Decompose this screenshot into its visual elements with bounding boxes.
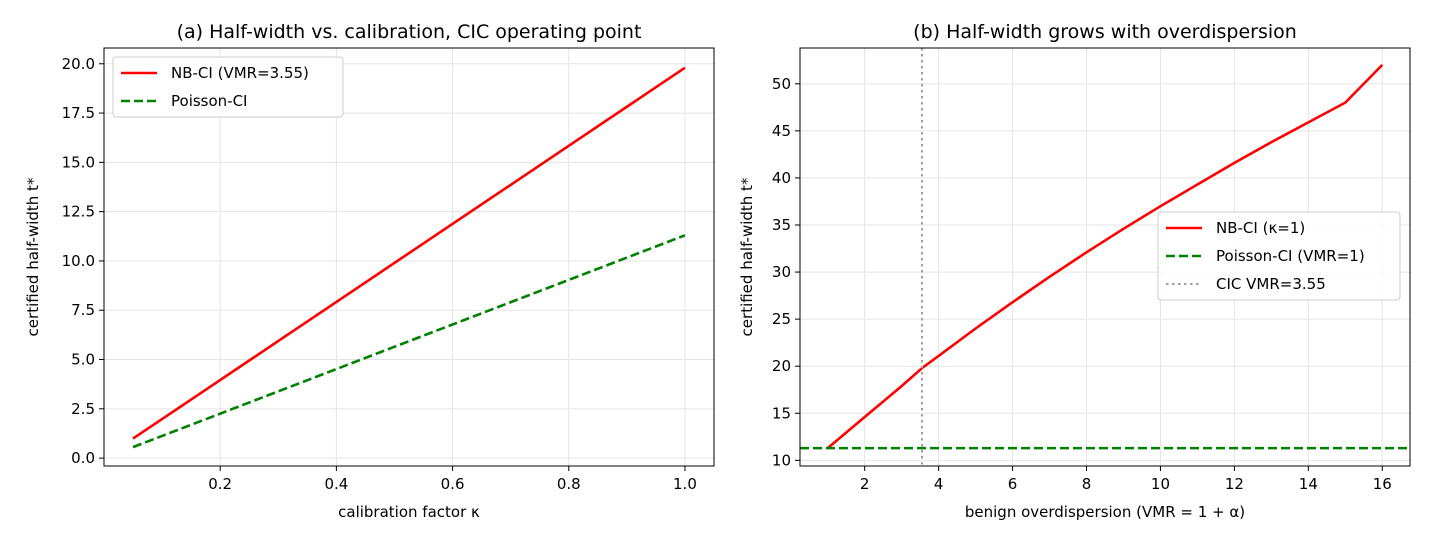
chart-b-y-tick-label: 25 xyxy=(772,310,791,328)
chart-b-y-tick-label: 40 xyxy=(772,169,791,187)
chart-a-y-tick-label: 0.0 xyxy=(71,449,95,467)
chart-b-y-tick-label: 45 xyxy=(772,122,791,140)
chart-b-x-tick-label: 6 xyxy=(1008,475,1018,493)
chart-a-x-axis-label: calibration factor κ xyxy=(338,503,480,521)
chart-a-y-tick-label: 5.0 xyxy=(71,351,95,369)
chart-a-y-tick-label: 7.5 xyxy=(71,301,95,319)
chart-a-plot-area xyxy=(132,66,686,449)
chart-a-y-tick-label: 15.0 xyxy=(62,153,95,171)
chart-b-axes-frame xyxy=(799,47,1411,467)
chart-b-x-tick-label: 14 xyxy=(1299,475,1318,493)
chart-b-series-nb-ci-1-line xyxy=(826,63,1384,450)
chart-b-plot-area xyxy=(800,48,1410,466)
chart-a-x-tick-label: 0.6 xyxy=(441,475,465,493)
chart-a-axes-frame xyxy=(103,47,715,467)
chart-a-series-nb-ci-vmr-3-55-line xyxy=(132,66,686,440)
chart-b-x-tick-label: 2 xyxy=(860,475,870,493)
chart-a-y-axis-label: certified half-width t* xyxy=(24,177,42,336)
chart-b-x-axis-label: benign overdispersion (VMR = 1 + α) xyxy=(965,503,1245,521)
chart-a-legend-box xyxy=(112,56,344,118)
chart-b-legend-label: Poisson-CI (VMR=1) xyxy=(1216,247,1365,265)
chart-a-series-poisson-ci-line xyxy=(132,234,686,449)
chart-b-y-tick-label: 15 xyxy=(772,404,791,422)
chart-a-x-tick-label: 1.0 xyxy=(673,475,697,493)
chart-b-legend-label: CIC VMR=3.55 xyxy=(1216,275,1326,293)
chart-b-legend-label: NB-CI (κ=1) xyxy=(1216,219,1305,237)
chart-b-y-tick-label: 50 xyxy=(772,75,791,93)
chart-a-legend-label: NB-CI (VMR=3.55) xyxy=(171,64,309,82)
chart-b-x-tick-label: 12 xyxy=(1225,475,1244,493)
chart-b-y-tick-label: 20 xyxy=(772,357,791,375)
chart-a-x-tick-label: 0.4 xyxy=(324,475,348,493)
chart-a-x-tick-label: 0.2 xyxy=(208,475,232,493)
chart-a-title: (a) Half-width vs. calibration, CIC oper… xyxy=(177,21,642,43)
chart-b-x-tick-label: 4 xyxy=(934,475,944,493)
chart-b-title: (b) Half-width grows with overdispersion xyxy=(913,21,1297,43)
chart-b-y-axis-label: certified half-width t* xyxy=(738,177,756,336)
chart-a-y-tick-label: 17.5 xyxy=(62,104,95,122)
chart-b-x-tick-label: 16 xyxy=(1373,475,1392,493)
chart-b: 2 4 6 8 10 12 14 16 10 15 20 25 30 35 40 45 50 (b) Half-w… xyxy=(738,21,1411,521)
chart-b-y-tick-label: 30 xyxy=(772,263,791,281)
chart-a-y-tick-label: 12.5 xyxy=(62,203,95,221)
chart-a-y-tick-label: 20.0 xyxy=(62,55,95,73)
chart-a-y-tick-label: 10.0 xyxy=(62,252,95,270)
chart-a: 0.2 0.4 0.6 0.8 1.0 0.0 2.5 5.0 7.5 10.0 12.5 15.0 1… xyxy=(24,21,715,521)
chart-b-y-tick-label: 10 xyxy=(772,451,791,469)
chart-b-x-tick-label: 8 xyxy=(1082,475,1092,493)
chart-b-legend-box xyxy=(1157,211,1401,301)
chart-a-legend-label: Poisson-CI xyxy=(171,92,247,110)
chart-a-y-tick-label: 2.5 xyxy=(71,400,95,418)
chart-a-x-tick-label: 0.8 xyxy=(557,475,581,493)
chart-b-x-tick-label: 10 xyxy=(1151,475,1170,493)
chart-b-y-tick-label: 35 xyxy=(772,216,791,234)
